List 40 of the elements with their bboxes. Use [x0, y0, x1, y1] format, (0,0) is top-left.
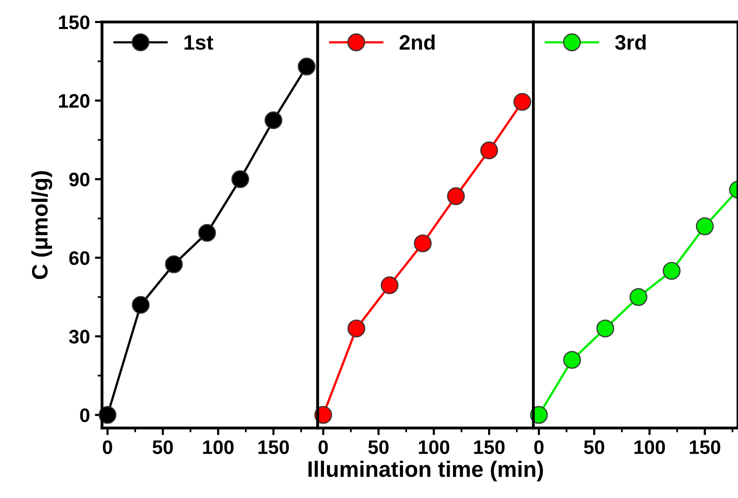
x-tick-label: 50	[368, 440, 389, 454]
x-axis-title: Illumination time (min)	[308, 460, 543, 482]
point	[662, 262, 681, 280]
point	[414, 234, 432, 252]
point	[348, 320, 366, 338]
point	[513, 93, 532, 111]
point	[380, 276, 398, 294]
x-tick-label: 150	[690, 440, 720, 454]
point	[231, 170, 250, 188]
point	[480, 141, 498, 160]
x-tick-label: 100	[418, 440, 450, 454]
point	[596, 320, 614, 338]
x-tick-label: 0	[102, 440, 112, 454]
point	[298, 58, 316, 76]
x-tick-label: 150	[258, 440, 289, 454]
point	[132, 296, 150, 314]
point	[696, 217, 714, 236]
point	[447, 187, 465, 206]
y-tick-label: 90	[69, 172, 90, 186]
point	[165, 255, 183, 274]
legend-label: 1st	[184, 35, 214, 50]
x-tick-label: 50	[152, 440, 173, 454]
legend-label: 3rd	[615, 34, 646, 50]
point	[264, 111, 282, 130]
y-axis-title: C (μmol/g)	[31, 171, 52, 280]
x-tick-label: 100	[203, 440, 234, 454]
x-tick-label: 50	[584, 440, 604, 454]
legend-label: 2nd	[400, 34, 435, 50]
y-tick-label: 60	[69, 251, 90, 265]
point	[198, 224, 216, 242]
y-tick-label: 120	[58, 94, 90, 108]
y-tick-label: 0	[80, 408, 90, 422]
x-tick-label: 150	[474, 440, 505, 454]
x-tick-label: 0	[534, 440, 544, 454]
x-tick-label: 0	[318, 440, 328, 454]
y-tick-label: 150	[58, 15, 90, 30]
y-tick-label: 30	[69, 330, 90, 344]
x-tick-label: 100	[634, 440, 665, 454]
point	[563, 351, 581, 369]
point	[630, 288, 648, 306]
